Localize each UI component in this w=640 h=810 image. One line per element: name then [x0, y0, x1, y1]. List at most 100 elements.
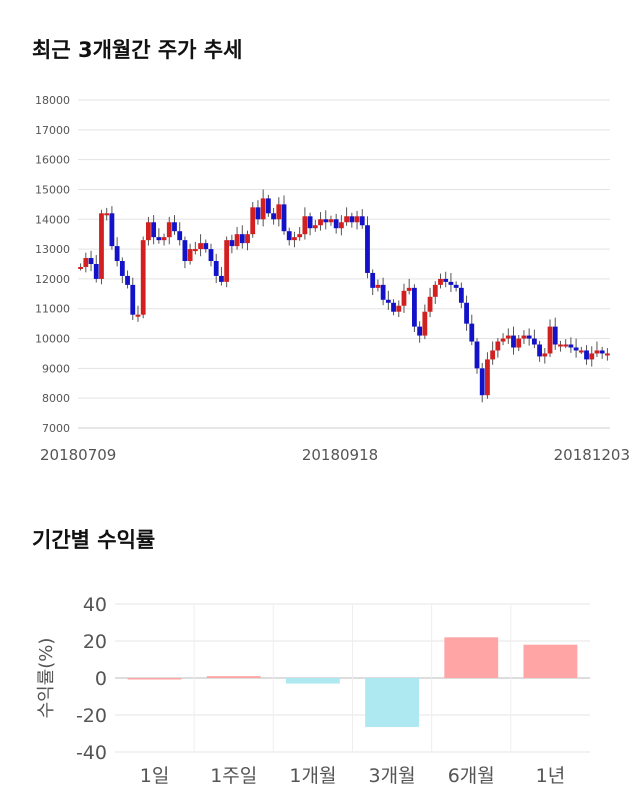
candle-body: [239, 234, 245, 244]
returns-chart-title: 기간별 수익률: [32, 528, 156, 552]
candle-body: [286, 231, 292, 241]
candle-body: [578, 350, 584, 353]
candle-body: [234, 234, 240, 247]
candle-body: [526, 335, 532, 339]
returns-x-tick-label: 6개월: [448, 765, 495, 787]
candle-body: [375, 284, 381, 288]
price-y-tick-label: 7000: [42, 422, 70, 435]
candle-body: [208, 249, 214, 262]
candle-body: [500, 338, 506, 342]
candle-body: [260, 198, 266, 220]
price-y-tick-label: 12000: [35, 273, 70, 286]
candle-body: [547, 326, 553, 354]
returns-bar: [523, 644, 578, 678]
candle-body: [281, 204, 287, 232]
candle-body: [166, 222, 172, 238]
returns-y-tick-label: -40: [76, 742, 107, 764]
candle-body: [469, 323, 475, 342]
candle-body: [146, 222, 151, 241]
candle-body: [187, 249, 193, 262]
candle-body: [589, 353, 595, 360]
candle-body: [349, 216, 355, 223]
price-x-tick-label: 20181203: [554, 446, 630, 464]
returns-x-tick-label: 1년: [536, 765, 566, 787]
candle-body: [448, 281, 454, 285]
candle-body: [427, 296, 433, 312]
candle-body: [573, 347, 579, 351]
candle-body: [292, 237, 297, 241]
candle-body: [385, 299, 391, 303]
candle-body: [537, 344, 542, 357]
candle-body: [265, 198, 271, 214]
candle-body: [323, 219, 329, 223]
candle-body: [417, 326, 423, 336]
candle-body: [552, 326, 558, 345]
returns-x-tick-label: 1개월: [289, 765, 336, 787]
candle-body: [542, 353, 548, 357]
price-y-tick-label: 13000: [35, 243, 70, 256]
candle-body: [307, 216, 313, 229]
price-y-tick-label: 11000: [35, 303, 70, 316]
candle-body: [495, 341, 501, 351]
price-y-tick-label: 18000: [35, 94, 70, 107]
candle-body: [365, 225, 370, 273]
candle-body: [558, 344, 563, 347]
candle-body: [109, 213, 115, 247]
price-x-tick-label: 20180709: [40, 446, 116, 464]
returns-bar: [127, 678, 182, 680]
candle-body: [114, 246, 120, 262]
returns-bar: [206, 676, 261, 678]
candle-body: [443, 278, 449, 282]
price-y-tick-label: 17000: [35, 124, 70, 137]
candle-body: [130, 284, 136, 315]
candle-body: [93, 264, 99, 279]
returns-bar: [444, 637, 499, 678]
candle-body: [104, 213, 110, 216]
candle-body: [140, 240, 146, 315]
price-chart-title: 최근 3개월간 주가 추세: [32, 38, 243, 62]
candle-body: [119, 261, 125, 276]
candle-body: [406, 287, 412, 291]
candle-body: [584, 350, 589, 360]
candle-body: [422, 311, 428, 336]
returns-x-tick-label: 3개월: [369, 765, 416, 787]
returns-y-tick-label: -20: [76, 705, 107, 727]
candle-body: [359, 216, 365, 226]
candle-body: [464, 302, 469, 324]
candle-body: [172, 222, 177, 232]
candle-body: [88, 258, 94, 264]
candle-body: [370, 272, 376, 288]
candle-body: [490, 350, 496, 360]
candle-body: [198, 243, 203, 250]
candle-body: [245, 234, 250, 244]
candle-body: [302, 216, 308, 235]
candle-body: [99, 213, 104, 279]
candle-body: [485, 359, 490, 396]
returns-bar: [286, 678, 340, 684]
candle-body: [177, 231, 183, 241]
candle-body: [594, 350, 600, 354]
candle-body: [297, 234, 303, 238]
candle-body: [333, 219, 339, 229]
candle-body: [203, 243, 209, 250]
candle-body: [78, 266, 84, 269]
price-y-tick-label: 15000: [35, 183, 70, 196]
candle-body: [458, 287, 464, 303]
candle-body: [354, 216, 360, 223]
candle-body: [568, 344, 574, 348]
candle-body: [219, 275, 224, 282]
candle-body: [401, 290, 407, 306]
candle-body: [412, 287, 417, 327]
candle-body: [505, 335, 511, 339]
returns-x-tick-label: 1일: [140, 765, 170, 787]
returns-y-axis-label: 수익률(%): [36, 638, 57, 719]
candle-body: [135, 314, 141, 317]
returns-x-tick-label: 1주일: [210, 765, 257, 787]
candle-body: [255, 207, 261, 220]
candle-body: [229, 240, 235, 247]
candle-body: [338, 222, 344, 229]
candle-body: [276, 204, 282, 220]
price-x-tick-label: 20180918: [302, 446, 378, 464]
price-y-tick-label: 10000: [35, 333, 70, 346]
price-candlestick-chart: 7000 8000 9000 10000 11000 12000 13000 14000 150…: [35, 94, 630, 464]
